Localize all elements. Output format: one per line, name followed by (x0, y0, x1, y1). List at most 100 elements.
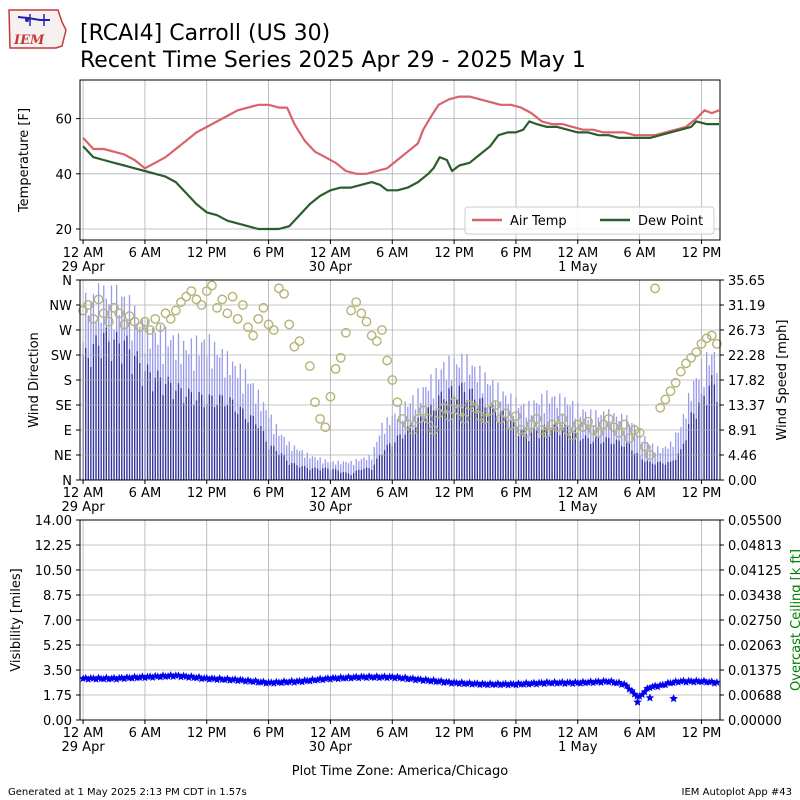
ceiling-tick-label: 0.00688 (728, 689, 782, 704)
sustained-bar (492, 404, 494, 480)
wind-direction-marker (511, 411, 521, 422)
sustained-bar (695, 418, 697, 480)
sustained-bar (332, 469, 334, 480)
wind-direction-marker (629, 425, 640, 435)
wind-direction-marker (165, 313, 176, 324)
wind-speed-bars (82, 283, 718, 480)
generated-footer: Generated at 1 May 2025 2:13 PM CDT in 1… (8, 787, 247, 798)
sustained-bar (363, 468, 365, 480)
wind-direction-marker (588, 425, 599, 435)
visibility-ylabel: Visibility [miles] (9, 568, 24, 671)
wind-direction-marker (402, 419, 413, 430)
visibility-tick-label: 0.00 (43, 714, 72, 729)
sustained-bar (255, 424, 257, 480)
sustained-bar (347, 473, 350, 480)
sustained-bar (525, 433, 527, 480)
x-tick-label: 6 AM (623, 726, 656, 741)
wind-direction-marker (619, 419, 630, 430)
sustained-bar (242, 408, 244, 480)
gust-bar (347, 463, 350, 480)
wind-direction-marker (304, 361, 315, 372)
visibility-marker (468, 680, 477, 688)
x-tick-label: 12 AM (557, 486, 598, 501)
visibility-marker (298, 677, 307, 686)
wind-direction-marker (88, 313, 99, 324)
sustained-bar (584, 435, 587, 480)
wind-direction-marker (103, 316, 114, 327)
chart-subtitle: Recent Time Series 2025 Apr 29 - 2025 Ma… (80, 48, 586, 73)
direction-tick-label: N (62, 274, 72, 289)
wind-direction-marker (500, 408, 511, 419)
sustained-bar (456, 399, 458, 480)
wind-direction-marker (93, 294, 104, 305)
sustained-bar (113, 339, 115, 480)
sustained-bar (154, 377, 156, 480)
wind-direction-marker (593, 427, 604, 438)
visibility-tick-label: 8.75 (43, 589, 72, 604)
wind-direction-marker (557, 413, 568, 424)
sustained-bar (87, 357, 89, 480)
visibility-marker (362, 673, 371, 682)
wind-direction-marker (521, 427, 532, 438)
wind-direction-marker (459, 413, 470, 424)
sustained-bar (286, 460, 288, 480)
wind-direction-marker (377, 325, 387, 335)
sustained-bar (234, 411, 236, 480)
wind-direction-marker (449, 397, 460, 408)
visibility-marker (269, 679, 278, 687)
legend-air-temp: Air Temp (510, 214, 567, 229)
sustained-bar (711, 375, 713, 480)
sustained-bar (334, 469, 337, 480)
sustained-bar (626, 442, 628, 480)
sustained-bar (394, 442, 396, 480)
sustained-bar (337, 470, 339, 480)
sustained-bar (141, 385, 144, 480)
visibility-marker (640, 687, 649, 696)
direction-tick-label: SW (51, 349, 72, 364)
wind-direction-marker (191, 294, 202, 305)
sustained-bar (280, 453, 283, 480)
wind-direction-marker (258, 302, 269, 313)
wind-direction-marker (418, 405, 429, 416)
visibility-tick-label: 10.50 (35, 564, 72, 579)
sustained-bar (177, 383, 180, 480)
x-tick-label: 6 AM (623, 486, 656, 501)
sustained-bar (201, 394, 203, 480)
sustained-bar (301, 466, 303, 480)
logo-text: IEM (13, 33, 45, 48)
sustained-bar (283, 455, 285, 480)
sustained-bar (373, 464, 375, 480)
wind-direction-marker (83, 300, 94, 310)
direction-tick-label: W (59, 324, 72, 339)
sustained-bar (355, 470, 357, 480)
sustained-bar (358, 469, 360, 480)
sustained-bar (152, 391, 154, 480)
sustained-bar (667, 462, 669, 480)
wind-direction-marker (217, 294, 228, 305)
x-tick-date: 1 May (558, 740, 598, 755)
sustained-bar (288, 464, 290, 480)
sustained-bar (190, 392, 193, 480)
wind-direction-marker (572, 419, 583, 430)
sustained-bar (613, 443, 615, 480)
sustained-bar (636, 452, 638, 480)
visibility-marker (92, 675, 100, 683)
visibility-marker (411, 675, 420, 684)
x-tick-label: 12 AM (63, 246, 104, 261)
sustained-bar (579, 440, 582, 480)
sustained-bar (644, 461, 646, 480)
wind-direction-marker (274, 283, 284, 294)
sustained-bar (128, 349, 131, 480)
sustained-bar (512, 419, 515, 480)
ceiling-tick-label: 0.00000 (728, 714, 782, 729)
visibility-marker (112, 675, 121, 683)
visibility-marker (84, 675, 93, 683)
sustained-bar (399, 434, 401, 480)
visibility-marker (653, 682, 662, 691)
visibility-marker (285, 677, 294, 686)
sustained-bar (610, 443, 612, 480)
speed-tick-label: 0.00 (728, 474, 757, 489)
visibility-marker (661, 680, 670, 689)
sustained-bar (293, 463, 296, 480)
sustained-bar (216, 404, 218, 480)
